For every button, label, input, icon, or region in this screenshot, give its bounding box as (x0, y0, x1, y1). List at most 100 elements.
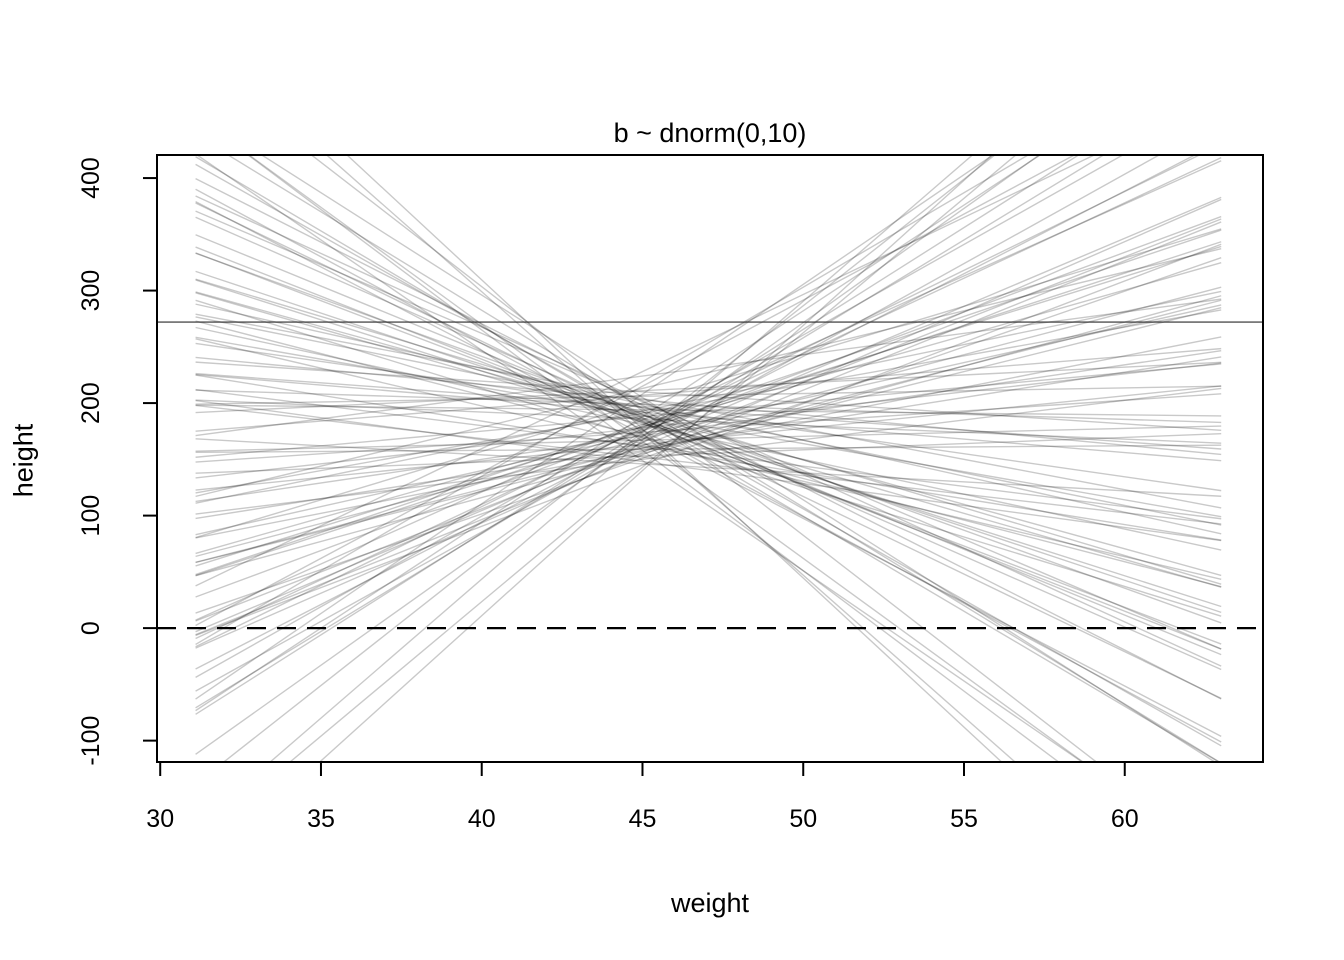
prior-line (195, 216, 1222, 671)
prior-line (288, 155, 1017, 762)
prior-line (195, 432, 1222, 474)
prior-line (195, 295, 1222, 577)
prior-lines-group (195, 155, 1222, 762)
prior-line (195, 155, 1105, 709)
x-tick-label: 60 (1111, 805, 1139, 833)
prior-line (346, 155, 1003, 762)
prior-line (195, 362, 1222, 479)
y-tick-label: -100 (77, 716, 105, 766)
prior-line (195, 177, 1222, 700)
prior-line (195, 425, 1222, 452)
prior-line (195, 243, 1222, 637)
prior-line (195, 338, 1222, 580)
prior-line (195, 399, 1222, 542)
plot-title: b ~ dnorm(0,10) (613, 118, 807, 148)
prior-line (195, 234, 1222, 656)
prior-line (195, 155, 1030, 646)
prior-line (195, 241, 1222, 577)
prior-line (195, 163, 1222, 747)
prior-line (195, 320, 1222, 588)
prior-line (195, 246, 1222, 650)
y-tick-label: 200 (77, 382, 105, 424)
prior-line (195, 262, 1222, 555)
prior-line (195, 155, 1041, 755)
prior-line (195, 286, 1222, 558)
prior-line (195, 155, 1084, 762)
prior-line (195, 248, 1222, 498)
prior-line (195, 188, 1222, 743)
prior-line (195, 385, 1222, 491)
y-tick-label: 0 (77, 621, 105, 635)
prior-line (195, 218, 1222, 622)
prior-line (195, 373, 1222, 462)
prior-line (195, 399, 1222, 444)
prior-line (195, 195, 1222, 667)
prior-line (246, 155, 1060, 762)
prior-line (195, 291, 1222, 577)
prior-line (195, 404, 1222, 525)
prior-line (195, 361, 1222, 432)
x-axis-title: weight (670, 888, 750, 918)
prior-line (195, 444, 1222, 454)
prior-line (195, 404, 1222, 417)
prior-line (195, 155, 1201, 648)
x-tick-label: 45 (629, 805, 657, 833)
prior-line (195, 389, 1222, 424)
prior-line (195, 160, 1222, 621)
prior-line (195, 356, 1222, 456)
prior-line (195, 336, 1222, 539)
prior-line (195, 326, 1222, 551)
prior-line (195, 306, 1222, 564)
prior-line (195, 278, 1222, 585)
prior-line (195, 304, 1222, 536)
prior-line (195, 215, 1222, 598)
prior-line (195, 155, 1161, 692)
prior-line (195, 385, 1222, 405)
prior-line (195, 363, 1222, 458)
prior-line (195, 155, 1080, 715)
prior-line (325, 155, 1017, 762)
y-tick-label: 400 (77, 157, 105, 199)
prior-line (195, 279, 1222, 608)
prior-line (260, 155, 1217, 762)
x-tick-label: 50 (789, 805, 817, 833)
prior-line (195, 292, 1222, 588)
y-axis-title: height (8, 423, 39, 498)
prior-line (318, 155, 994, 762)
plot-box (156, 154, 1264, 763)
prior-line (195, 316, 1222, 526)
prior-line (195, 372, 1222, 450)
prior-line (195, 361, 1222, 414)
prior-line (195, 228, 1222, 539)
x-tick-label: 35 (307, 805, 335, 833)
prior-line (195, 252, 1222, 645)
prior-line (195, 221, 1222, 636)
prior-line (195, 270, 1222, 614)
prior-line (195, 155, 1125, 678)
prior-line (195, 155, 1197, 670)
prior-line (195, 349, 1222, 503)
prior-line (195, 198, 1222, 649)
prior-line (195, 336, 1222, 518)
y-tick-label: 300 (77, 270, 105, 312)
prior-line (195, 257, 1222, 614)
prior-line (195, 202, 1222, 699)
prior-line (195, 356, 1222, 520)
prior-line (195, 438, 1222, 497)
prior-line (195, 245, 1222, 567)
prior-line (269, 155, 974, 762)
prior-line (195, 299, 1222, 617)
prior-line (195, 347, 1222, 432)
prior-line (195, 229, 1222, 576)
prior-line (195, 342, 1222, 492)
prior-line (195, 155, 995, 700)
prior-line (195, 393, 1222, 463)
prior-line (195, 309, 1222, 494)
prior-line (195, 313, 1222, 509)
prior-line (195, 155, 1076, 627)
prior-line (195, 374, 1222, 541)
prior-line (195, 388, 1222, 520)
prior-line (195, 200, 1222, 737)
